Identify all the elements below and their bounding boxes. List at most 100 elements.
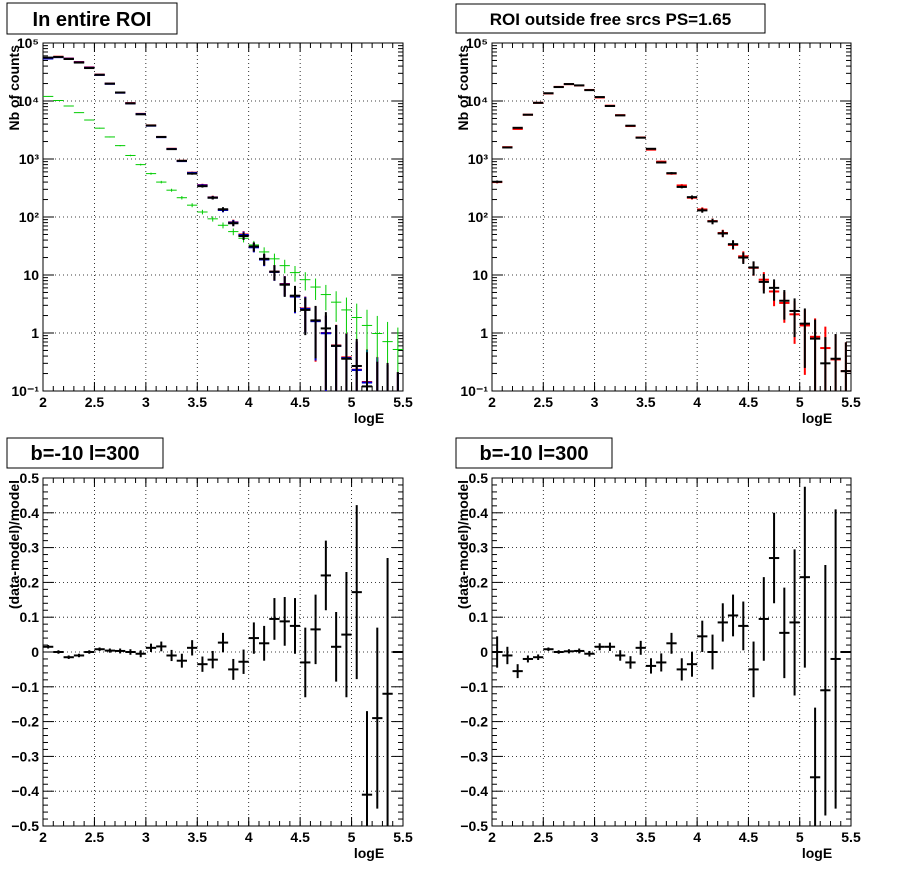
x-tick-label: 3 (142, 394, 150, 410)
y-axis-title: Nb of counts (455, 45, 471, 131)
chart-panel-bottom-right: 2 2.5 3 3.5 4 4.5 5 5.5 −0.5 −0.4 −0.3 −0.2 −0.1 0 0.1… (455, 437, 861, 861)
y-tick-label: 10⁵ (17, 35, 39, 51)
x-axis-title: logE (802, 410, 832, 426)
y-tick-label: 0 (480, 644, 488, 660)
series-1 (43, 56, 399, 391)
y-tick-label: 10³ (468, 151, 489, 167)
title-box (6, 2, 178, 35)
series-0 (492, 486, 851, 826)
x-tick-label: 2.5 (85, 829, 105, 845)
plot-frame (491, 42, 852, 392)
data-layer (43, 55, 403, 391)
x-tick-label: 5.5 (841, 394, 861, 410)
chart-title: ROI outside free srcs PS=1.65 (490, 10, 731, 29)
y-tick-label: 10⁴ (17, 93, 40, 109)
x-tick-label: 5.5 (393, 829, 413, 845)
y-tick-label: 10² (468, 209, 489, 225)
y-axis-title: Nb of counts (6, 45, 22, 131)
x-tick-label: 2.5 (534, 394, 554, 410)
series-0 (43, 505, 403, 826)
x-tick-label: 5 (796, 829, 804, 845)
y-axis-title: (data-model)/model (6, 480, 22, 609)
x-axis-title: logE (354, 845, 384, 861)
y-tick-label: 1 (480, 325, 488, 341)
x-tick-label: 3.5 (188, 829, 208, 845)
y-tick-label: 0.2 (469, 574, 489, 590)
y-tick-label: −0.5 (460, 818, 488, 834)
title-box (455, 437, 613, 469)
y-tick-label: 0.3 (20, 540, 40, 556)
x-tick-label: 4 (245, 394, 253, 410)
y-tick-label: 0.5 (20, 470, 40, 486)
y-tick-label: 10⁻¹ (460, 383, 488, 399)
data-layer (43, 505, 403, 826)
y-tick-label: 10³ (19, 151, 40, 167)
x-tick-label: 5.5 (393, 394, 413, 410)
x-axis-title: logE (802, 845, 832, 861)
y-tick-label: 10² (19, 209, 40, 225)
y-tick-label: −0.4 (460, 783, 488, 799)
x-axis-title: logE (354, 410, 384, 426)
data-layer (492, 83, 851, 391)
x-tick-label: 4 (693, 394, 701, 410)
x-tick-label: 3.5 (188, 394, 208, 410)
y-tick-label: −0.4 (11, 783, 39, 799)
y-tick-label: −0.5 (11, 818, 39, 834)
x-tick-label: 3 (591, 829, 599, 845)
x-tick-label: 5 (348, 829, 356, 845)
series-0 (43, 55, 399, 391)
x-tick-label: 2 (488, 829, 496, 845)
chart-panel-top-left: 2 2.5 3 3.5 4 4.5 5 5.5 10⁻¹ 1 10 10² 10³ 10⁴ 10⁵ logE N… (6, 2, 413, 426)
y-tick-label: −0.2 (460, 714, 488, 730)
y-tick-label: −0.2 (11, 714, 39, 730)
title-box (455, 3, 766, 34)
x-tick-label: 5 (796, 394, 804, 410)
y-tick-label: 0.1 (20, 609, 40, 625)
y-tick-label: 0.4 (469, 505, 489, 521)
y-tick-label: 0.5 (469, 470, 489, 486)
x-tick-label: 2.5 (85, 394, 105, 410)
series-1 (492, 83, 851, 391)
chart-title: b=-10 l=300 (31, 443, 140, 465)
x-tick-label: 4.5 (290, 394, 310, 410)
y-tick-label: 10⁴ (466, 93, 489, 109)
x-tick-label: 3.5 (636, 394, 656, 410)
x-tick-label: 2 (39, 394, 47, 410)
y-tick-label: 10 (472, 267, 488, 283)
x-tick-label: 4.5 (290, 829, 310, 845)
x-tick-label: 5.5 (841, 829, 861, 845)
y-tick-label: 1 (31, 325, 39, 341)
y-tick-label: 0.3 (469, 540, 489, 556)
x-tick-label: 4 (693, 829, 701, 845)
y-tick-label: 10⁻¹ (11, 383, 39, 399)
y-tick-label: −0.1 (460, 679, 488, 695)
chart-panel-bottom-left: 2 2.5 3 3.5 4 4.5 5 5.5 −0.5 −0.4 −0.3 −0.2 −0.1 0 0.1… (6, 437, 413, 861)
y-tick-label: −0.3 (460, 748, 488, 764)
x-tick-label: 2 (39, 829, 47, 845)
x-tick-label: 3 (142, 829, 150, 845)
y-tick-label: −0.3 (11, 748, 39, 764)
y-tick-label: 0.1 (469, 609, 489, 625)
x-tick-label: 3 (591, 394, 599, 410)
y-tick-label: 10⁵ (466, 35, 488, 51)
y-tick-label: 10 (23, 267, 39, 283)
series-2 (43, 95, 403, 391)
x-tick-label: 3.5 (636, 829, 656, 845)
series-0 (492, 83, 851, 391)
series-3 (43, 55, 399, 391)
chart-title: In entire ROI (33, 9, 152, 31)
data-layer (492, 486, 851, 826)
x-tick-label: 2.5 (534, 829, 554, 845)
x-tick-label: 5 (348, 394, 356, 410)
y-tick-label: 0.4 (20, 505, 40, 521)
x-tick-label: 4.5 (739, 394, 759, 410)
y-tick-label: 0.2 (20, 574, 40, 590)
y-tick-label: −0.1 (11, 679, 39, 695)
y-axis-title: (data-model)/model (455, 480, 471, 609)
x-tick-label: 4.5 (739, 829, 759, 845)
title-box (6, 437, 164, 469)
y-tick-label: 0 (31, 644, 39, 660)
x-tick-label: 4 (245, 829, 253, 845)
chart-panel-top-right: 2 2.5 3 3.5 4 4.5 5 5.5 10⁻¹ 1 10 10² 10³ 10⁴ 10⁵ logE N… (455, 3, 861, 426)
